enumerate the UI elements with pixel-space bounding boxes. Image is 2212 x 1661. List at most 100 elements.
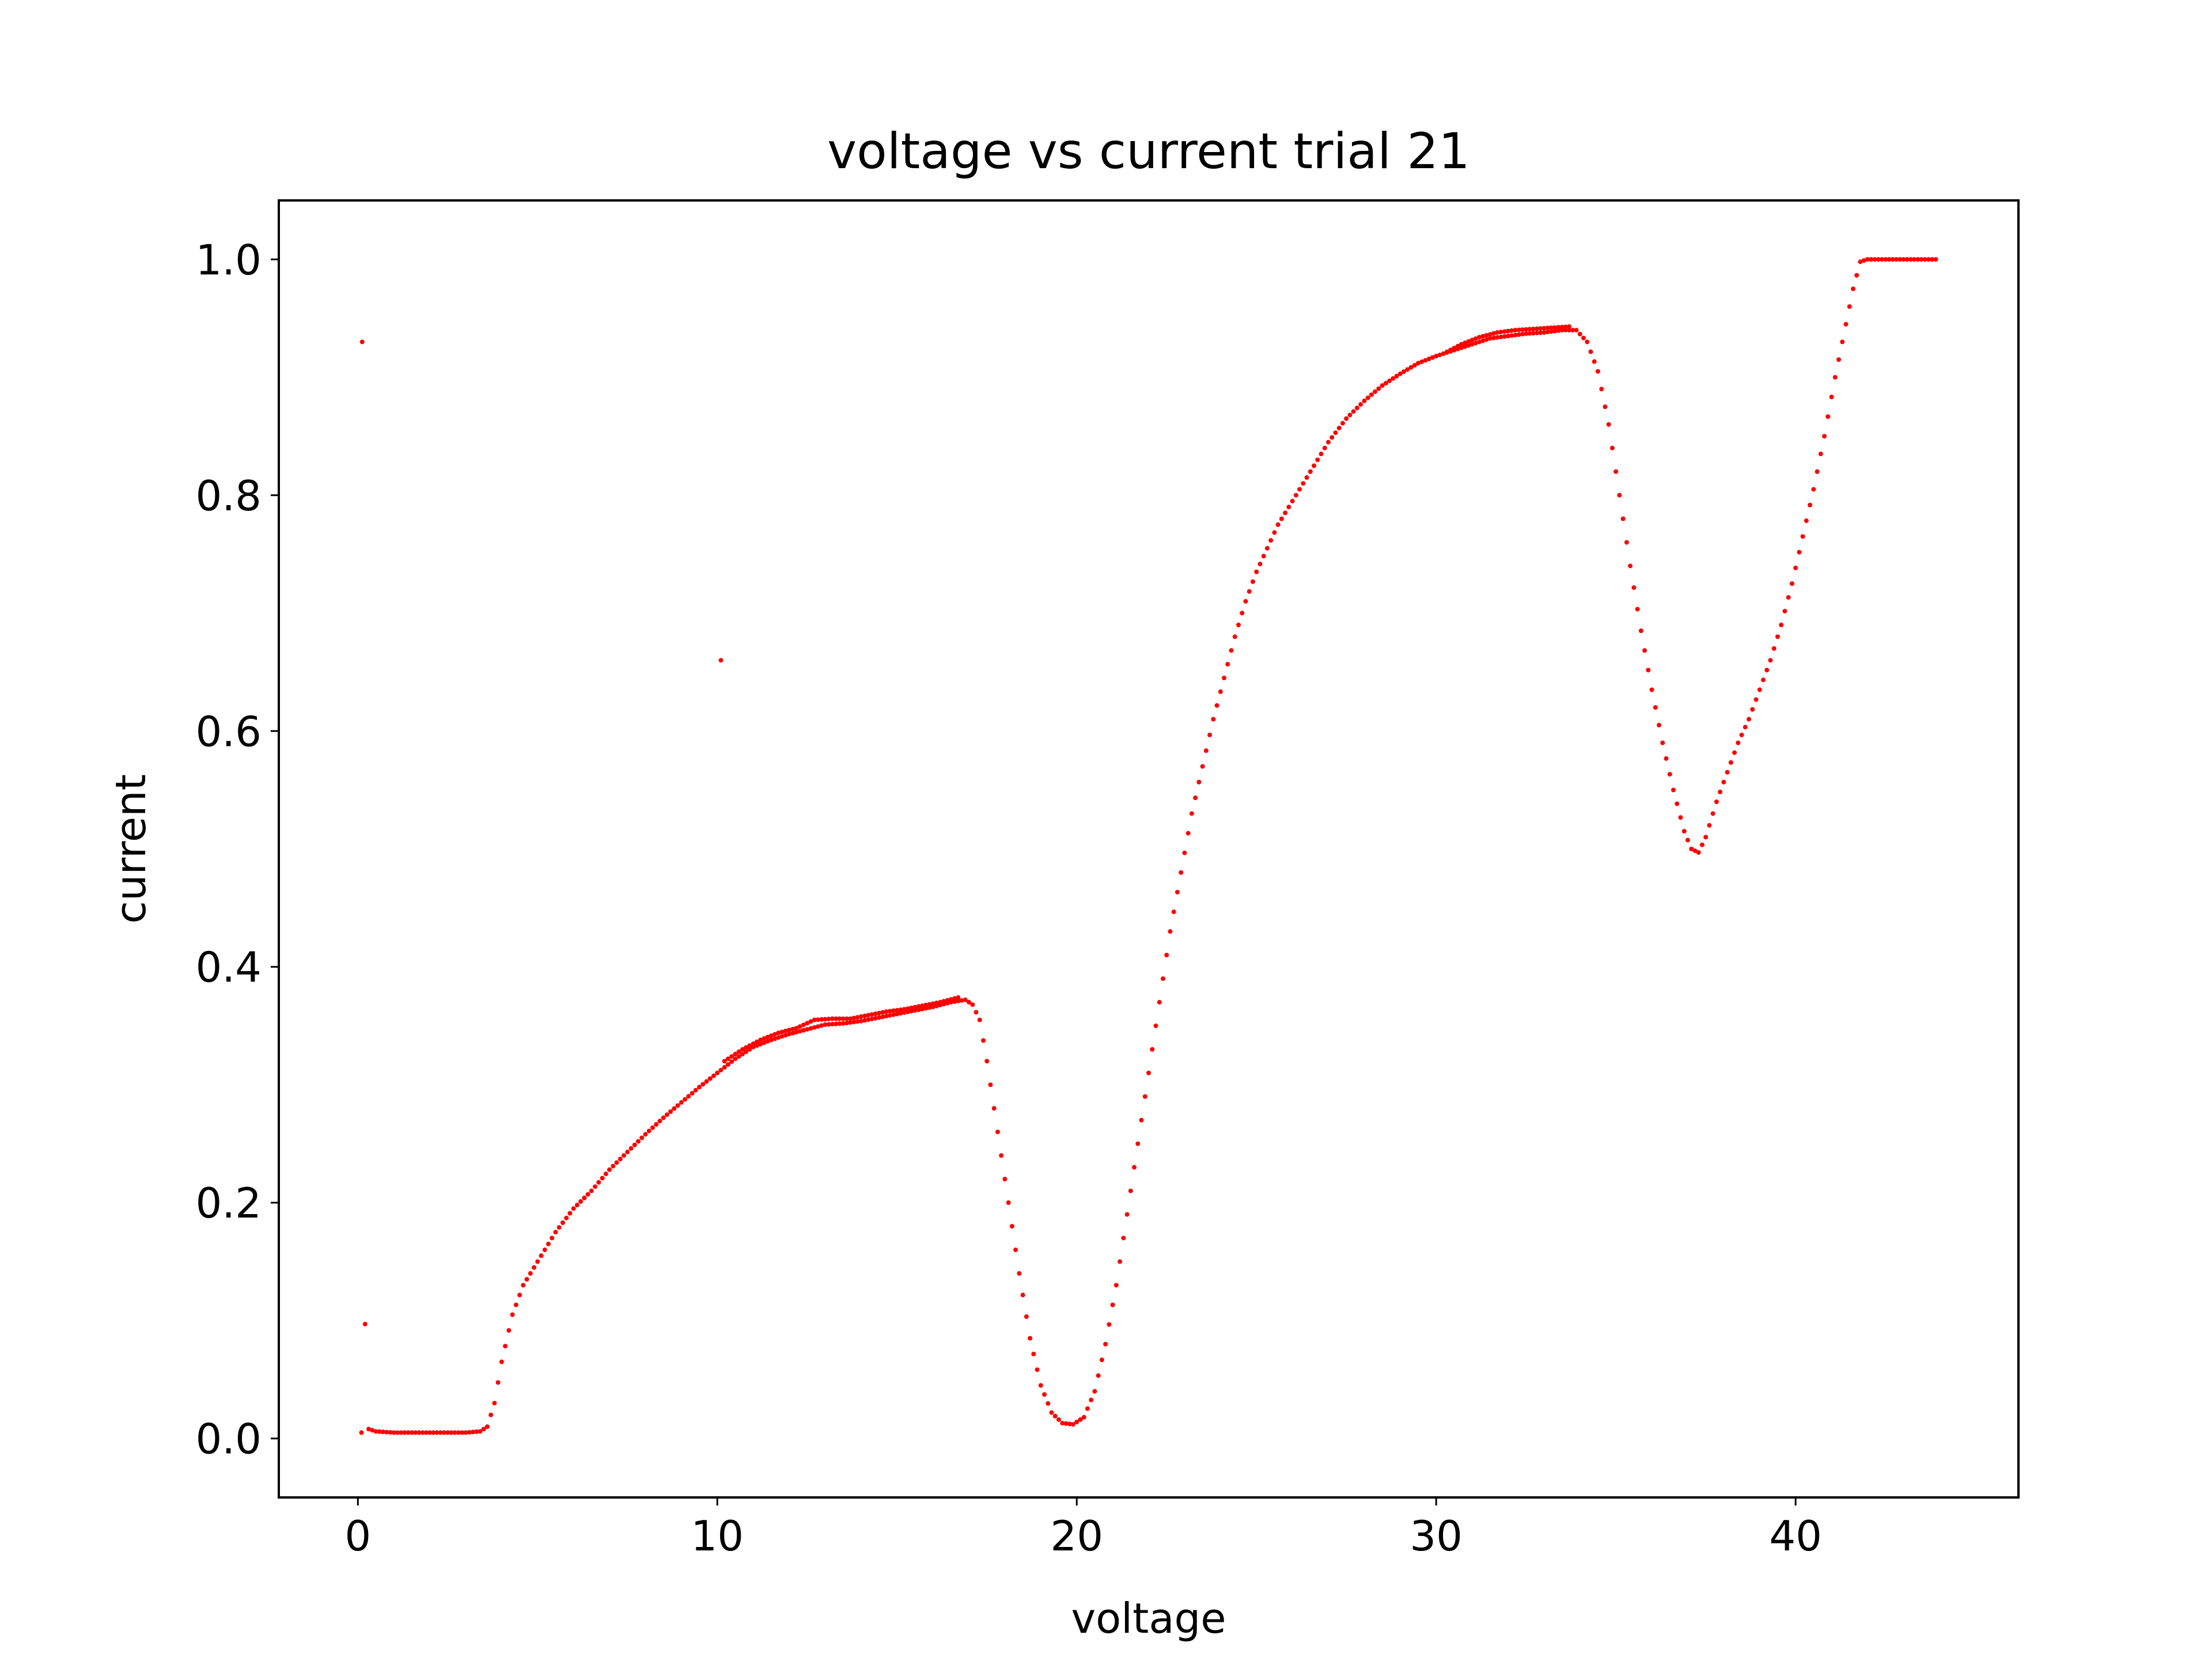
- data-point: [794, 1030, 799, 1035]
- data-point: [1312, 463, 1317, 468]
- data-point: [895, 1008, 900, 1013]
- data-point: [1160, 976, 1165, 981]
- data-point: [556, 1225, 562, 1230]
- data-point: [478, 1429, 483, 1434]
- data-point: [873, 1015, 878, 1021]
- data-point: [970, 1002, 975, 1007]
- data-point: [733, 1052, 738, 1057]
- data-point: [1836, 357, 1842, 362]
- data-point: [1153, 1023, 1158, 1029]
- data-point: [967, 1000, 972, 1005]
- data-point: [1380, 383, 1385, 388]
- data-point: [1006, 1200, 1011, 1205]
- data-point: [683, 1097, 688, 1102]
- data-point: [1915, 257, 1921, 262]
- data-point: [1620, 516, 1626, 521]
- data-point: [1247, 589, 1252, 594]
- data-point: [639, 1135, 645, 1140]
- data-point: [1613, 469, 1619, 474]
- data-point: [1469, 342, 1475, 347]
- data-point: [1002, 1177, 1007, 1182]
- data-point: [1922, 257, 1927, 262]
- data-point: [1459, 345, 1464, 350]
- data-point: [1203, 748, 1209, 753]
- data-point: [431, 1430, 436, 1435]
- data-point: [801, 1022, 806, 1027]
- data-point: [952, 996, 957, 1001]
- data-point: [1865, 257, 1870, 262]
- data-point: [963, 998, 968, 1003]
- data-point: [377, 1429, 382, 1434]
- data-point: [1452, 346, 1457, 351]
- data-point: [1067, 1421, 1072, 1427]
- data-point: [1599, 386, 1604, 392]
- data-point: [1567, 324, 1572, 329]
- data-point: [495, 1380, 501, 1385]
- x-tick-label: 20: [1050, 1512, 1103, 1560]
- outlier-point: [359, 1430, 364, 1435]
- data-point: [553, 1230, 558, 1235]
- outlier-point: [718, 658, 724, 663]
- data-point: [585, 1192, 590, 1197]
- data-point: [402, 1430, 407, 1435]
- data-point: [866, 1012, 871, 1018]
- data-point: [1858, 259, 1863, 264]
- data-point: [851, 1015, 857, 1021]
- data-point: [1437, 352, 1442, 358]
- data-point: [905, 1006, 910, 1011]
- data-point: [1070, 1422, 1075, 1427]
- data-point: [823, 1022, 828, 1027]
- data-point: [1200, 764, 1205, 769]
- y-tick-label: 0.4: [195, 943, 262, 992]
- data-point: [718, 1068, 724, 1073]
- data-point: [1764, 668, 1770, 673]
- data-point: [481, 1427, 486, 1432]
- data-point: [1315, 457, 1320, 462]
- data-point: [1391, 376, 1396, 381]
- data-point: [1793, 566, 1798, 571]
- data-point: [744, 1049, 749, 1055]
- data-point: [1142, 1094, 1147, 1099]
- data-point: [923, 1003, 929, 1008]
- data-point: [1520, 332, 1525, 337]
- data-point: [729, 1054, 734, 1059]
- data-point: [1207, 733, 1213, 738]
- data-point: [887, 1013, 892, 1018]
- data-point: [1570, 328, 1575, 333]
- data-point: [442, 1430, 447, 1435]
- data-point: [866, 1017, 871, 1022]
- data-point: [1728, 760, 1733, 765]
- data-point: [657, 1118, 662, 1124]
- data-point: [909, 1008, 914, 1014]
- data-point: [1527, 331, 1532, 336]
- data-point: [1412, 363, 1417, 368]
- data-point: [1893, 257, 1899, 262]
- data-point: [1218, 689, 1223, 695]
- data-point: [751, 1044, 756, 1049]
- data-point: [779, 1034, 785, 1039]
- data-point: [984, 1059, 990, 1064]
- data-point: [1031, 1351, 1036, 1356]
- data-point: [521, 1283, 526, 1288]
- data-point: [880, 1014, 885, 1019]
- y-tick-label: 1.0: [195, 236, 262, 284]
- data-point: [1843, 321, 1849, 327]
- data-point: [1322, 445, 1327, 450]
- data-point: [399, 1430, 404, 1435]
- chart-title: voltage vs current trial 21: [827, 123, 1470, 180]
- data-point: [1782, 609, 1787, 614]
- data-point: [524, 1277, 529, 1282]
- data-point: [611, 1163, 616, 1169]
- data-point: [1373, 389, 1378, 395]
- data-point: [582, 1195, 587, 1200]
- data-point: [1789, 581, 1794, 586]
- data-point: [1675, 801, 1680, 806]
- data-point: [873, 1011, 878, 1017]
- data-point: [1721, 779, 1726, 784]
- data-point: [1441, 351, 1446, 357]
- data-point: [1502, 329, 1507, 334]
- data-point: [1240, 610, 1245, 616]
- data-point: [844, 1016, 849, 1021]
- data-point: [1699, 842, 1705, 847]
